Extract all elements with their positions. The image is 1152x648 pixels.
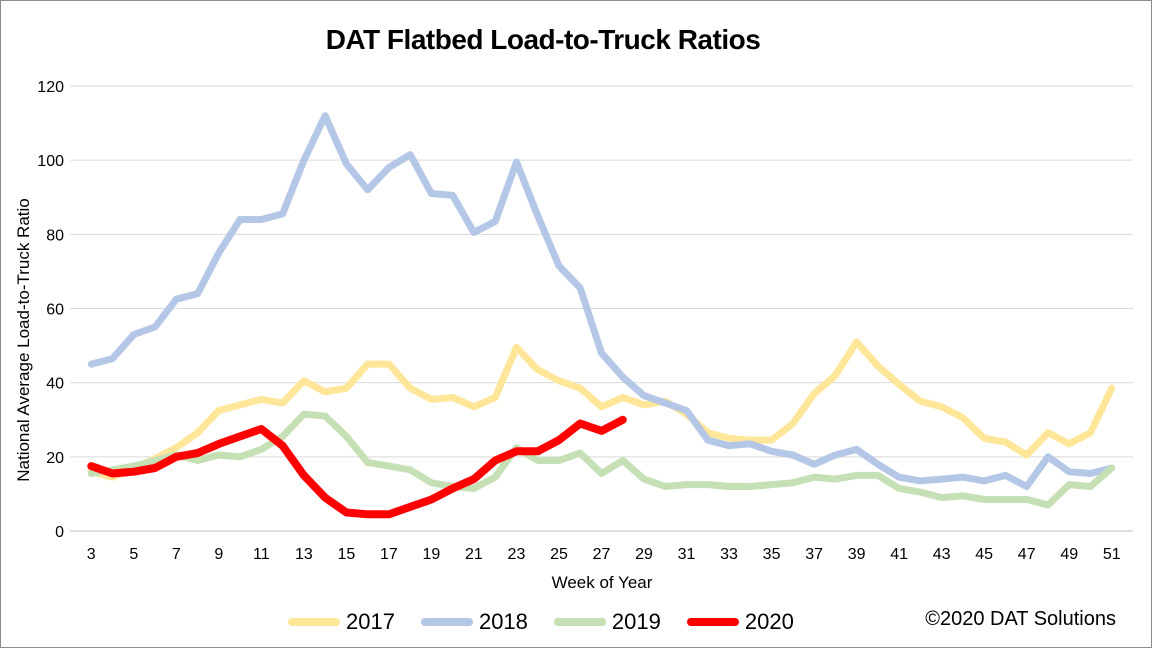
y-tick-label: 80 [46,227,64,244]
x-tick-label: 9 [214,546,223,563]
x-tick-label: 27 [593,546,611,563]
x-tick-label: 31 [678,546,696,563]
x-tick-label: 11 [253,546,270,563]
x-tick-label: 7 [172,546,181,563]
x-tick-label: 33 [720,546,738,563]
series-line-2017 [87,338,1116,481]
legend-swatch-2019 [553,618,606,626]
x-tick-label: 47 [1018,546,1036,563]
x-tick-label: 43 [933,546,951,563]
legend-item-2020: 2020 [686,609,794,635]
x-tick-label: 51 [1103,546,1121,563]
x-tick-label: 17 [380,546,398,563]
legend-label-2018: 2018 [478,609,528,634]
x-tick-label: 29 [635,546,653,563]
legend-item-2019: 2019 [553,609,661,635]
legend-item-2017: 2017 [288,609,395,635]
y-tick-label: 60 [46,302,64,319]
x-tick-label: 35 [763,546,781,563]
series-line-2020 [87,415,627,519]
x-tick-label: 41 [890,546,908,563]
legend-label-2017: 2017 [346,609,395,634]
x-tick-labels: 3 5 7 9 11 13 15 17 19 21 23 25 27 29 31 33 35 37 39 41 43 45… [87,546,1121,563]
x-tick-label: 25 [550,546,568,563]
x-tick-label: 37 [805,546,823,563]
legend-swatch-2017 [288,618,340,626]
series-line-2018 [87,112,1116,490]
legend-label-2019: 2019 [611,609,661,634]
y-tick-label: 120 [37,79,64,96]
x-tick-label: 13 [295,546,313,563]
y-tick-label: 0 [55,524,64,541]
x-tick-label: 5 [129,546,138,563]
legend-label-2020: 2020 [744,609,794,634]
y-tick-label: 20 [46,450,64,467]
x-tick-label: 39 [848,546,866,563]
y-tick-labels: 0 20 40 60 80 100 120 [37,79,64,541]
legend: 2017 2018 2019 2020 [288,608,820,636]
x-tick-label: 21 [465,546,483,563]
x-tick-label: 15 [337,546,355,563]
x-tick-label: 45 [975,546,993,563]
x-tick-label: 49 [1060,546,1078,563]
series-line-2019 [87,410,1116,509]
x-tick-label: 3 [87,546,96,563]
x-tick-label: 23 [508,546,526,563]
legend-swatch-2018 [420,618,473,626]
chart-title: DAT Flatbed Load-to-Truck Ratios [325,24,761,55]
legend-swatch-2020 [686,618,739,626]
gridlines [70,85,1133,532]
y-axis-label: National Average Load-to-Truck Ratio [14,198,33,482]
y-tick-label: 100 [37,153,64,170]
y-tick-label: 40 [46,376,64,393]
x-axis-label: Week of Year [552,573,653,592]
x-tick-label: 19 [423,546,441,563]
legend-item-2018: 2018 [420,609,528,635]
series-lines [87,112,1116,519]
copyright-credit: ©2020 DAT Solutions [925,608,1116,630]
